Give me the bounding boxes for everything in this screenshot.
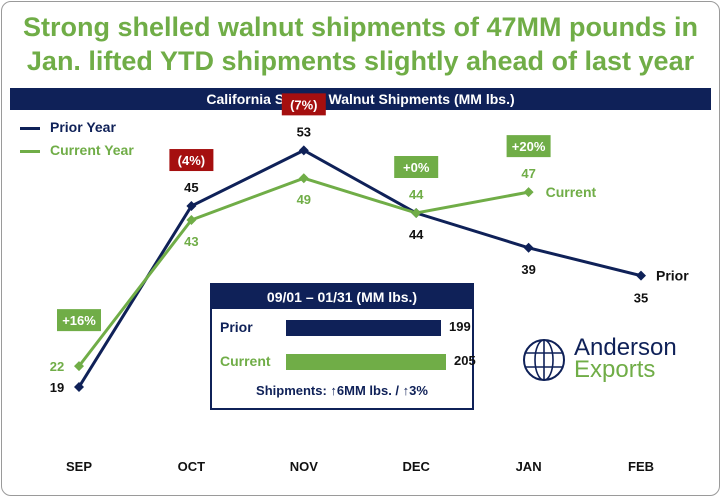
ytd-title: 09/01 – 01/31 (MM lbs.) (212, 285, 472, 309)
company-logo: Anderson Exports (522, 336, 692, 386)
legend-current-swatch (20, 149, 40, 153)
change-badge-label: (7%) (290, 97, 317, 112)
logo-sub: Exports (574, 356, 656, 383)
legend-current-label: Current Year (50, 142, 134, 158)
change-badge-label: +16% (62, 313, 96, 328)
x-tick-label: NOV (290, 459, 319, 474)
globe-icon (523, 339, 565, 381)
prior-year-line (77, 148, 642, 388)
prior-point (298, 145, 309, 156)
ytd-row-current: Current 205 (212, 351, 476, 373)
ytd-current-bar (286, 354, 446, 370)
current-point (74, 361, 84, 372)
change-badge-label: +20% (512, 139, 546, 154)
current-point (298, 173, 309, 184)
legend-prior-swatch (20, 126, 40, 130)
title-line-1: Strong shelled walnut shipments of 47MM … (22, 12, 699, 42)
current-value-label: 43 (184, 234, 198, 249)
title-line-2: Jan. lifted YTD shipments slightly ahead… (26, 46, 695, 76)
x-tick-label: OCT (178, 459, 206, 474)
ytd-prior-label: Prior (220, 319, 253, 335)
ytd-current-label: Current (220, 353, 271, 369)
current-value-label: 44 (409, 187, 424, 202)
prior-value-label: 39 (521, 262, 535, 277)
prior-value-label: 45 (184, 180, 198, 195)
current-value-label: 22 (50, 359, 64, 374)
ytd-note: Shipments: ↑6MM lbs. / ↑3% (256, 383, 428, 398)
prior-value-label: 19 (50, 380, 64, 395)
change-badge (57, 309, 101, 332)
change-badge (506, 135, 551, 158)
prior-point (74, 382, 84, 392)
x-tick-label: DEC (402, 459, 430, 474)
change-badge-label: +0% (403, 160, 430, 175)
ytd-prior-value: 199 (449, 319, 471, 334)
legend-current: Current Year (20, 142, 134, 158)
ytd-row-prior: Prior 199 (212, 317, 472, 339)
legend-prior: Prior Year (20, 119, 116, 135)
current-point (186, 214, 197, 225)
current-point (523, 187, 534, 198)
prior-point (186, 201, 197, 212)
x-tick-label: FEB (628, 459, 654, 474)
current-value-label: 49 (297, 192, 311, 207)
change-badge-label: (4%) (178, 153, 205, 168)
prior-value-label: 44 (409, 227, 424, 242)
logo-name: Anderson (574, 334, 677, 361)
current-point (411, 208, 422, 218)
prior-value-label: 53 (297, 124, 311, 139)
x-tick-label: SEP (66, 459, 92, 474)
x-tick-label: JAN (516, 459, 542, 474)
change-badge (281, 93, 326, 116)
ytd-prior-bar (286, 320, 441, 336)
chart-title: Strong shelled walnut shipments of 47MM … (0, 10, 721, 78)
change-badge (169, 149, 214, 172)
ytd-current-value: 205 (454, 353, 476, 368)
change-badge (394, 156, 439, 178)
current-end-label: Current (546, 184, 597, 200)
prior-point (523, 242, 534, 253)
current-value-label: 47 (521, 166, 535, 181)
legend-prior-label: Prior Year (50, 119, 116, 135)
prior-value-label: 35 (634, 291, 648, 306)
prior-end-label: Prior (656, 268, 689, 284)
ytd-panel: 09/01 – 01/31 (MM lbs.) Prior 199 Curren… (210, 283, 476, 410)
prior-point (636, 270, 646, 281)
